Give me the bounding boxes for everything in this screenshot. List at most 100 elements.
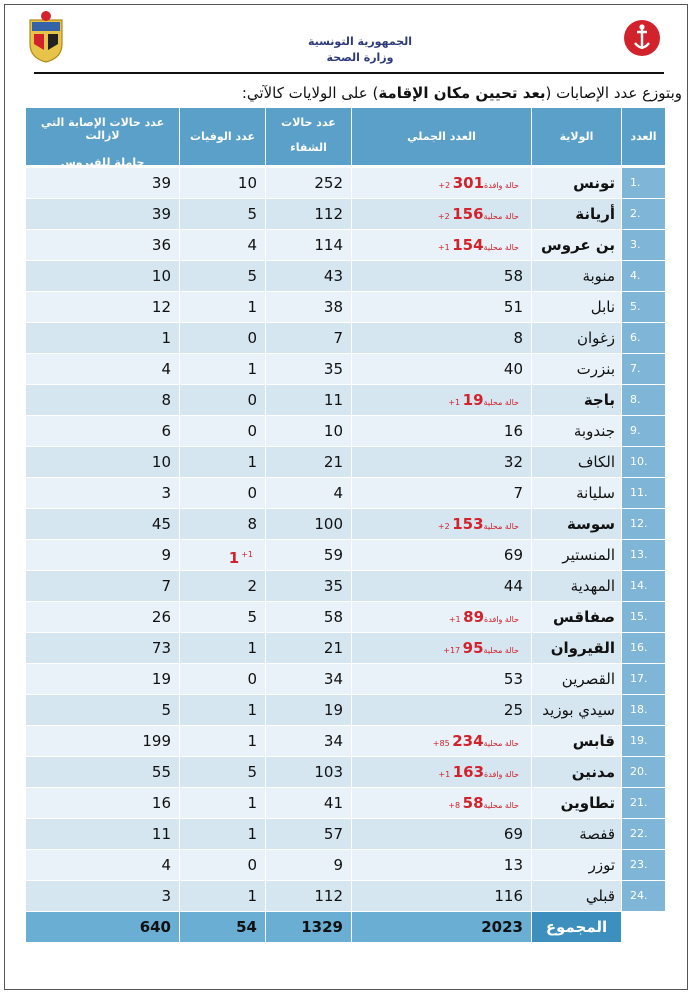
total-note: +8 حالة محلية xyxy=(448,801,519,810)
table-row: 16 1 41 +8 حالة محلية58 تطاوين 21. xyxy=(26,788,666,819)
cell-carriers: 26 xyxy=(26,602,180,633)
recovered-value: 112 xyxy=(314,887,343,905)
deaths-value: 1 xyxy=(247,360,257,378)
cell-carriers: 39 xyxy=(26,168,180,199)
carriers-value: 1 xyxy=(161,329,171,347)
cell-total: 25 xyxy=(352,695,532,726)
cell-number: 2. xyxy=(622,199,666,230)
cell-number: 9. xyxy=(622,416,666,447)
cell-number: 3. xyxy=(622,230,666,261)
total-value: 153 xyxy=(452,515,484,533)
col-total-label: العدد الجملي xyxy=(407,130,476,143)
row-number: 5. xyxy=(630,300,641,313)
cell-recovered: 100 xyxy=(266,509,352,540)
total-value: 7 xyxy=(513,484,523,502)
deaths-value: 5 xyxy=(247,608,257,626)
cell-deaths: 0 xyxy=(180,664,266,695)
deaths-value: 1 xyxy=(247,639,257,657)
governorate-name: نابل xyxy=(590,298,615,316)
carriers-value: 3 xyxy=(161,887,171,905)
table-row: 10 5 43 58 منوبة 4. xyxy=(26,261,666,292)
row-number: 19. xyxy=(630,734,648,747)
total-value: 95 xyxy=(462,639,484,657)
cell-deaths: 5 xyxy=(180,602,266,633)
cell-number: 12. xyxy=(622,509,666,540)
table-row: 19 0 34 53 القصرين 17. xyxy=(26,664,666,695)
governorate-name: صفاقس xyxy=(553,608,615,626)
total-value: 32 xyxy=(503,453,523,471)
recovered-value: 4 xyxy=(333,484,343,502)
col-carriers: عدد حالات الإصابة التي لازالت حاملة للفي… xyxy=(26,108,180,169)
cell-deaths: 0 xyxy=(180,850,266,881)
row-number: 14. xyxy=(630,579,648,592)
cell-number: 1. xyxy=(622,168,666,199)
cell-governorate: المهدية xyxy=(532,571,622,602)
total-carriers-value: 640 xyxy=(139,918,171,936)
total-value: 154 xyxy=(452,236,484,254)
page-frame xyxy=(4,4,688,990)
deaths-value: 8 xyxy=(247,515,257,533)
cell-deaths: 2 xyxy=(180,571,266,602)
table-row: 73 1 21 +17 حالة محلية95 القيروان 16. xyxy=(26,633,666,664)
cell-total: +1 حالة وافدة89 xyxy=(352,602,532,633)
governorate-name: زغوان xyxy=(576,329,615,347)
cell-governorate: بنزرت xyxy=(532,354,622,385)
deaths-value: 0 xyxy=(247,484,257,502)
cell-deaths: 4 xyxy=(180,230,266,261)
recovered-value: 9 xyxy=(333,856,343,874)
col-governorate: الولاية xyxy=(532,108,622,166)
cell-recovered: 21 xyxy=(266,633,352,664)
cell-recovered: 9 xyxy=(266,850,352,881)
governorate-name: تونس xyxy=(573,174,615,192)
total-value: 16 xyxy=(503,422,523,440)
cell-carriers: 45 xyxy=(26,509,180,540)
total-value: 51 xyxy=(503,298,523,316)
cell-number: 6. xyxy=(622,323,666,354)
governorate-name: مدنين xyxy=(571,763,615,781)
row-number: 7. xyxy=(630,362,641,375)
cell-number: 19. xyxy=(622,726,666,757)
total-value: 69 xyxy=(503,825,523,843)
deaths-value: 0 xyxy=(247,670,257,688)
row-number: 6. xyxy=(630,331,641,344)
cell-total: 32 xyxy=(352,447,532,478)
deaths-value: 2 xyxy=(247,577,257,595)
total-recovered-value: 1329 xyxy=(301,918,343,936)
table-row: 7 2 35 44 المهدية 14. xyxy=(26,571,666,602)
row-number: 12. xyxy=(630,517,648,530)
cell-deaths: 8 xyxy=(180,509,266,540)
cell-governorate: توزر xyxy=(532,850,622,881)
total-value: 69 xyxy=(503,546,523,564)
carriers-value: 4 xyxy=(161,856,171,874)
recovered-value: 41 xyxy=(323,794,343,812)
deaths-value: 1 xyxy=(247,453,257,471)
recovered-value: 34 xyxy=(323,670,343,688)
total-value: 301 xyxy=(452,174,485,192)
row-number: 2. xyxy=(630,207,641,220)
cell-deaths: 0 xyxy=(180,478,266,509)
cell-total: +85 حالة محلية234 xyxy=(352,726,532,757)
total-note: +2 حالة محلية xyxy=(437,212,519,221)
cell-number: 16. xyxy=(622,633,666,664)
governorate-name: توزر xyxy=(588,856,615,874)
recovered-value: 58 xyxy=(323,608,343,626)
cell-recovered: 58 xyxy=(266,602,352,633)
total-value: 40 xyxy=(503,360,523,378)
carriers-value: 6 xyxy=(161,422,171,440)
carriers-value: 26 xyxy=(151,608,171,626)
cell-governorate: الكاف xyxy=(532,447,622,478)
table-row: 36 4 114 +1 حالة محلية154 بن عروس 3. xyxy=(26,230,666,261)
cell-carriers: 3 xyxy=(26,881,180,912)
cell-deaths: 1 xyxy=(180,633,266,664)
cell-recovered: 34 xyxy=(266,726,352,757)
recovered-value: 103 xyxy=(314,763,343,781)
carriers-value: 4 xyxy=(161,360,171,378)
carriers-value: 11 xyxy=(151,825,171,843)
cell-governorate: صفاقس xyxy=(532,602,622,633)
row-number: 1. xyxy=(630,176,641,189)
cell-carriers: 9 xyxy=(26,540,180,571)
total-note: +2 حالة محلية xyxy=(437,522,519,531)
total-deaths-value: 54 xyxy=(236,918,257,936)
total-value: 25 xyxy=(503,701,523,719)
cell-recovered: 112 xyxy=(266,881,352,912)
